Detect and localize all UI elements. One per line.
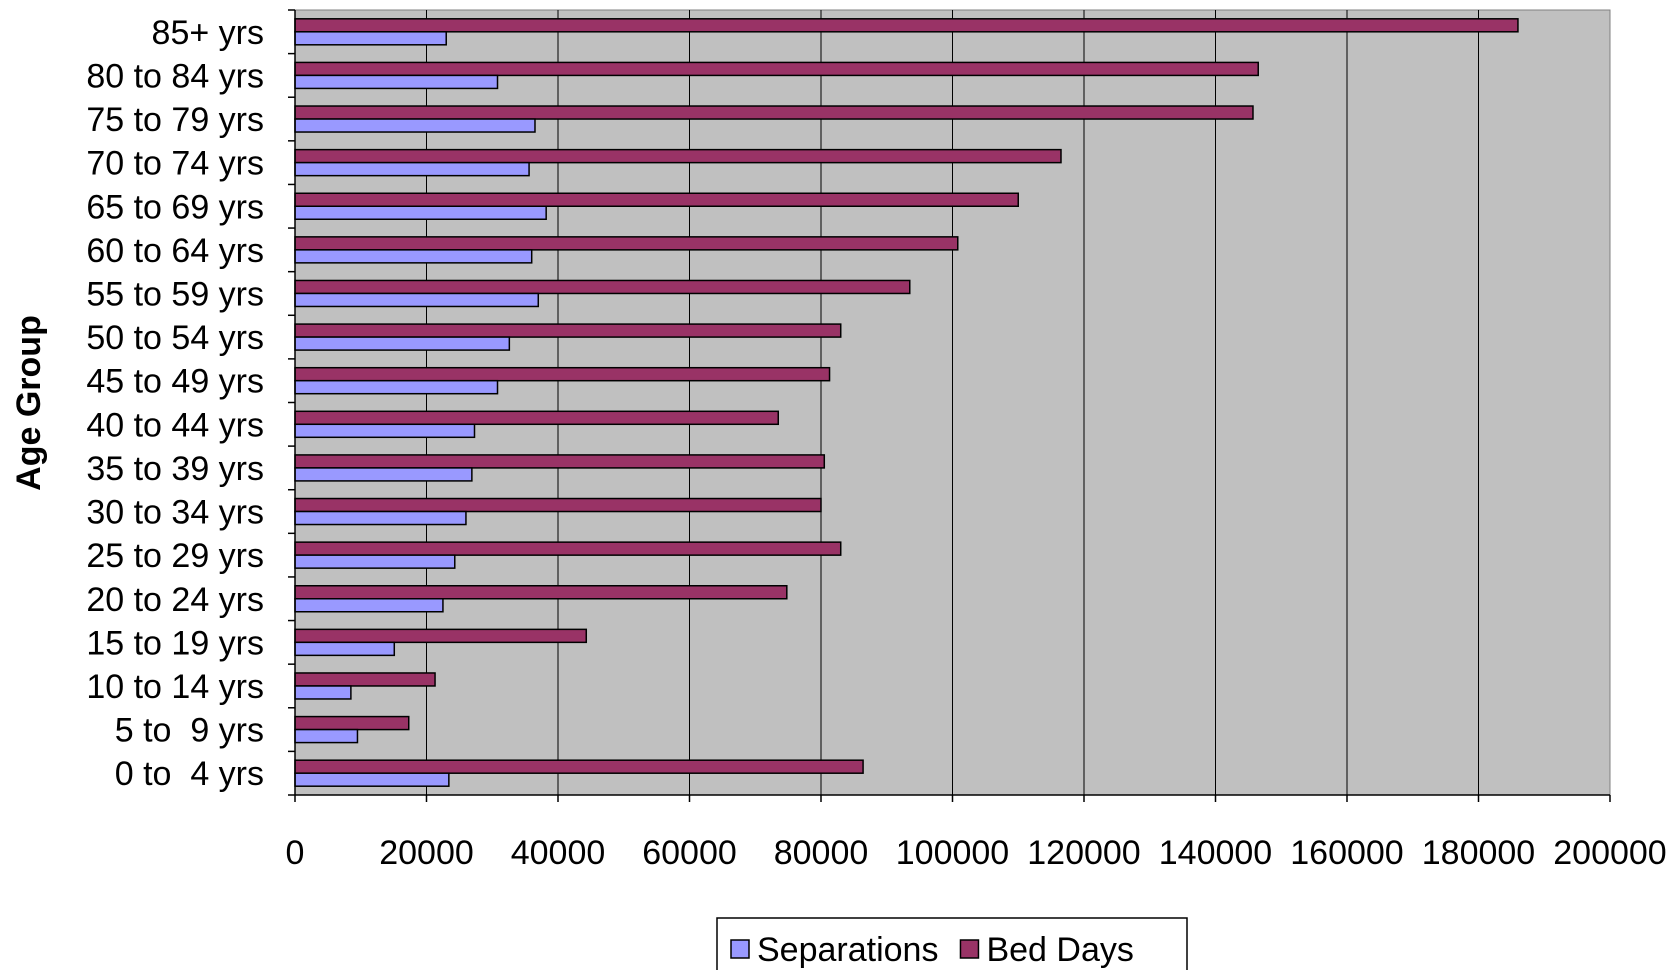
bar-bed-days: [294, 585, 788, 600]
bar-separations: [294, 510, 467, 526]
bar-bed-days: [294, 672, 436, 687]
x-tick-label: 0: [286, 834, 305, 872]
bar-separations: [294, 161, 530, 177]
bar-separations: [294, 118, 536, 133]
x-tick-label: 40000: [511, 834, 606, 872]
bar-separations: [294, 74, 499, 90]
axes: [288, 9, 1611, 802]
x-tick-label: 60000: [642, 834, 737, 872]
bar-bed-days: [294, 279, 911, 295]
bar-separations: [294, 423, 476, 439]
bar-bed-days: [294, 236, 959, 251]
bar-bed-days: [294, 366, 831, 382]
legend-label: Bed Days: [986, 931, 1133, 969]
category-label: 25 to 29 yrs: [86, 537, 264, 575]
legend: Separations Bed Days: [716, 917, 1188, 970]
x-tick-labels: 0 20000 40000 60000 80000 100000 120000 140000 1…: [286, 834, 1667, 872]
legend-box: [716, 917, 1188, 970]
x-tick-label: 180000: [1422, 834, 1535, 872]
category-label: 15 to 19 yrs: [86, 624, 264, 662]
legend-swatch: [730, 939, 750, 959]
bar-bed-days: [294, 628, 588, 644]
legend-swatch: [959, 939, 980, 959]
category-label: 40 to 44 yrs: [86, 406, 264, 444]
x-tick-label: 140000: [1159, 834, 1272, 872]
bar-bed-days: [294, 105, 1254, 120]
category-label: 5 to 9 yrs: [115, 712, 264, 750]
category-label: 30 to 34 yrs: [86, 494, 264, 532]
category-label: 55 to 59 yrs: [86, 275, 264, 313]
bar-separations: [294, 379, 499, 395]
bar-separations: [294, 292, 540, 308]
bar-bed-days: [294, 497, 822, 513]
bar-bed-days: [294, 18, 1519, 33]
bar-separations: [294, 641, 396, 657]
bar-separations: [294, 249, 533, 264]
category-label: 50 to 54 yrs: [86, 319, 264, 357]
bar-separations: [294, 467, 473, 482]
x-tick-label: 160000: [1290, 834, 1403, 872]
category-label: 70 to 74 yrs: [86, 145, 264, 183]
bar-separations: [294, 336, 511, 351]
x-tick-label: 80000: [774, 834, 869, 872]
bar-bed-days: [294, 541, 842, 556]
category-label: 60 to 64 yrs: [86, 232, 264, 270]
x-tick-label: 200000: [1553, 834, 1666, 872]
bar-bed-days: [294, 148, 1062, 164]
bar-bed-days: [294, 410, 780, 426]
bar-bed-days: [294, 323, 842, 338]
y-axis-title: Age Group: [10, 315, 48, 491]
category-label: 20 to 24 yrs: [86, 581, 264, 619]
category-label: 80 to 84 yrs: [86, 57, 264, 95]
x-tick-label: 20000: [379, 834, 474, 872]
gridlines: [426, 10, 1479, 795]
legend-label: Separations: [757, 931, 938, 969]
bars: [294, 18, 1519, 787]
bar-bed-days: [294, 61, 1259, 77]
category-label: 75 to 79 yrs: [86, 101, 264, 139]
bar-separations: [294, 205, 547, 220]
x-tick-label: 100000: [896, 834, 1009, 872]
category-labels: 85+ yrs 80 to 84 yrs 75 to 79 yrs 70 to 74 …: [86, 14, 264, 793]
category-label: 65 to 69 yrs: [86, 188, 264, 226]
bar-bed-days: [294, 759, 864, 774]
bar-bed-days: [294, 192, 1019, 207]
bar-separations: [294, 31, 447, 46]
category-label: 45 to 49 yrs: [86, 363, 264, 401]
bar-separations: [294, 685, 352, 700]
bar-bed-days: [294, 715, 410, 731]
category-label: 35 to 39 yrs: [86, 450, 264, 488]
x-tick-label: 120000: [1027, 834, 1140, 872]
bar-separations: [294, 728, 359, 744]
bar-bed-days: [294, 454, 826, 469]
bar-separations: [294, 772, 450, 787]
category-label: 0 to 4 yrs: [115, 755, 264, 793]
category-label: 10 to 14 yrs: [86, 668, 264, 706]
bar-separations: [294, 598, 444, 613]
category-label: 85+ yrs: [152, 14, 264, 52]
bar-separations: [294, 554, 456, 569]
